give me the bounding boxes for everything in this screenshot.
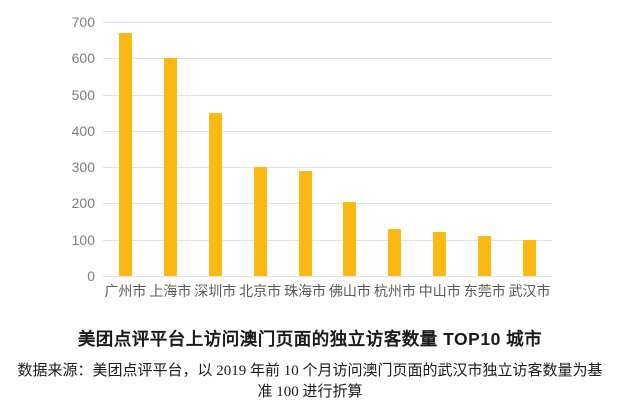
x-axis-tick-label-杭州市: 杭州市: [373, 283, 416, 299]
gridline-300: [103, 167, 552, 169]
x-axis-tick-label-珠海市: 珠海市: [284, 283, 327, 299]
y-axis-tick-label-500: 500: [71, 86, 95, 103]
gridline-500: [103, 94, 552, 96]
x-axis-tick-label-东莞市: 东莞市: [463, 283, 506, 299]
gridline-600: [103, 58, 552, 60]
gridline-400: [103, 130, 552, 132]
bar-上海市: [163, 58, 177, 276]
gridline-100: [103, 239, 552, 241]
y-axis-tick-label-0: 0: [87, 268, 95, 284]
source-note-line1: 数据来源：美团点评平台，以 2019 年前 10 个月访问澳门页面的武汉市独立访…: [17, 363, 603, 379]
y-axis-tick-label-600: 600: [71, 50, 95, 67]
source-note: 数据来源：美团点评平台，以 2019 年前 10 个月访问澳门页面的武汉市独立访…: [15, 361, 605, 403]
y-axis-tick-label-400: 400: [71, 122, 95, 139]
bar-东莞市: [478, 236, 492, 276]
plot-area: [103, 22, 552, 277]
x-axis-tick-label-武汉市: 武汉市: [508, 283, 551, 299]
x-axis-tick-label-中山市: 中山市: [418, 283, 461, 299]
y-axis-tick-label-200: 200: [71, 195, 95, 212]
bar-杭州市: [388, 228, 402, 276]
bar-深圳市: [208, 112, 222, 276]
y-axis-tick-label-300: 300: [71, 159, 95, 176]
gridline-700: [103, 22, 552, 23]
x-axis-tick-label-深圳市: 深圳市: [194, 283, 237, 299]
source-note-line2: 准 100 进行折算: [257, 384, 363, 400]
y-axis-tick-label-700: 700: [71, 14, 95, 30]
bar-中山市: [433, 232, 447, 276]
x-axis-tick-label-广州市: 广州市: [104, 283, 147, 299]
bar-武汉市: [523, 239, 537, 276]
x-axis-tick-label-北京市: 北京市: [239, 283, 282, 299]
gridline-200: [103, 203, 552, 205]
y-axis-tick-label-100: 100: [71, 231, 95, 248]
x-axis-tick-label-上海市: 上海市: [149, 283, 192, 299]
x-axis-tick-label-佛山市: 佛山市: [328, 283, 371, 299]
chart-title: 美团点评平台上访问澳门页面的独立访客数量 TOP10 城市: [77, 329, 543, 349]
bar-广州市: [118, 32, 132, 276]
gridline-0: [103, 276, 552, 277]
bar-北京市: [253, 167, 267, 276]
bar-佛山市: [343, 201, 357, 276]
bar-珠海市: [298, 170, 312, 276]
